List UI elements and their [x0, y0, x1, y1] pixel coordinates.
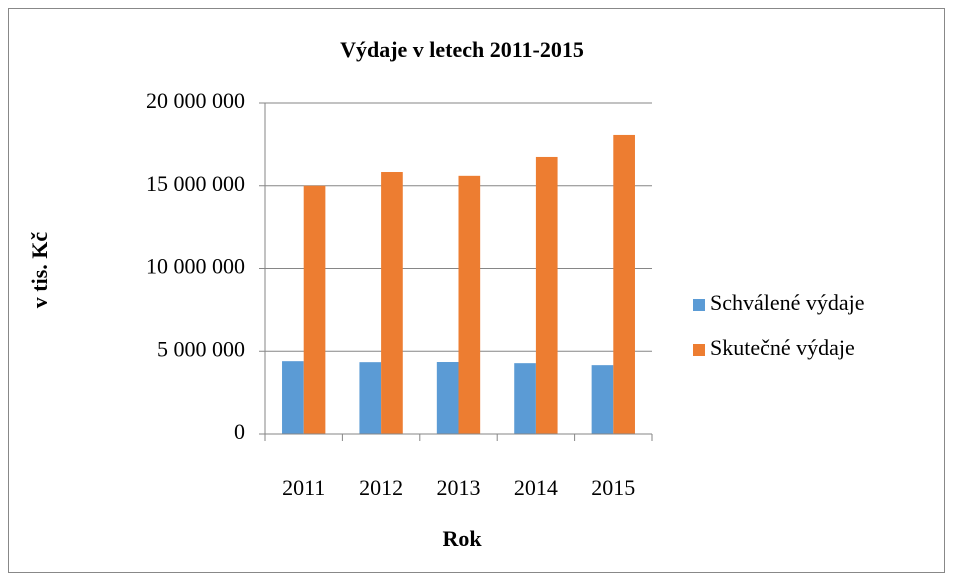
x-tick-label: 2015: [591, 475, 635, 500]
bar: [591, 365, 614, 434]
bar: [303, 185, 326, 434]
bar: [359, 362, 382, 434]
legend-label: Skutečné výdaje: [710, 335, 855, 360]
bar: [514, 363, 536, 434]
bar: [282, 361, 304, 434]
x-axis-title: Rok: [442, 526, 482, 551]
y-tick-label: 0: [234, 419, 245, 444]
chart-title: Výdaje v letech 2011-2015: [340, 37, 584, 62]
bar: [436, 362, 459, 434]
bar: [535, 156, 558, 434]
x-tick-label: 2011: [282, 475, 325, 500]
bar: [458, 175, 481, 434]
y-axis-title: v tis. Kč: [27, 232, 52, 309]
legend-swatch: [693, 299, 705, 311]
legend-label: Schválené výdaje: [710, 290, 865, 315]
x-tick-label: 2013: [437, 475, 481, 500]
y-tick-label: 20 000 000: [146, 88, 245, 113]
bar: [381, 172, 403, 435]
x-tick-label: 2012: [359, 475, 403, 500]
legend-swatch: [693, 344, 705, 356]
x-tick-label: 2014: [514, 475, 558, 500]
y-tick-label: 5 000 000: [157, 336, 245, 361]
y-tick-label: 10 000 000: [146, 254, 245, 279]
y-tick-label: 15 000 000: [146, 171, 245, 196]
bar: [613, 134, 635, 434]
